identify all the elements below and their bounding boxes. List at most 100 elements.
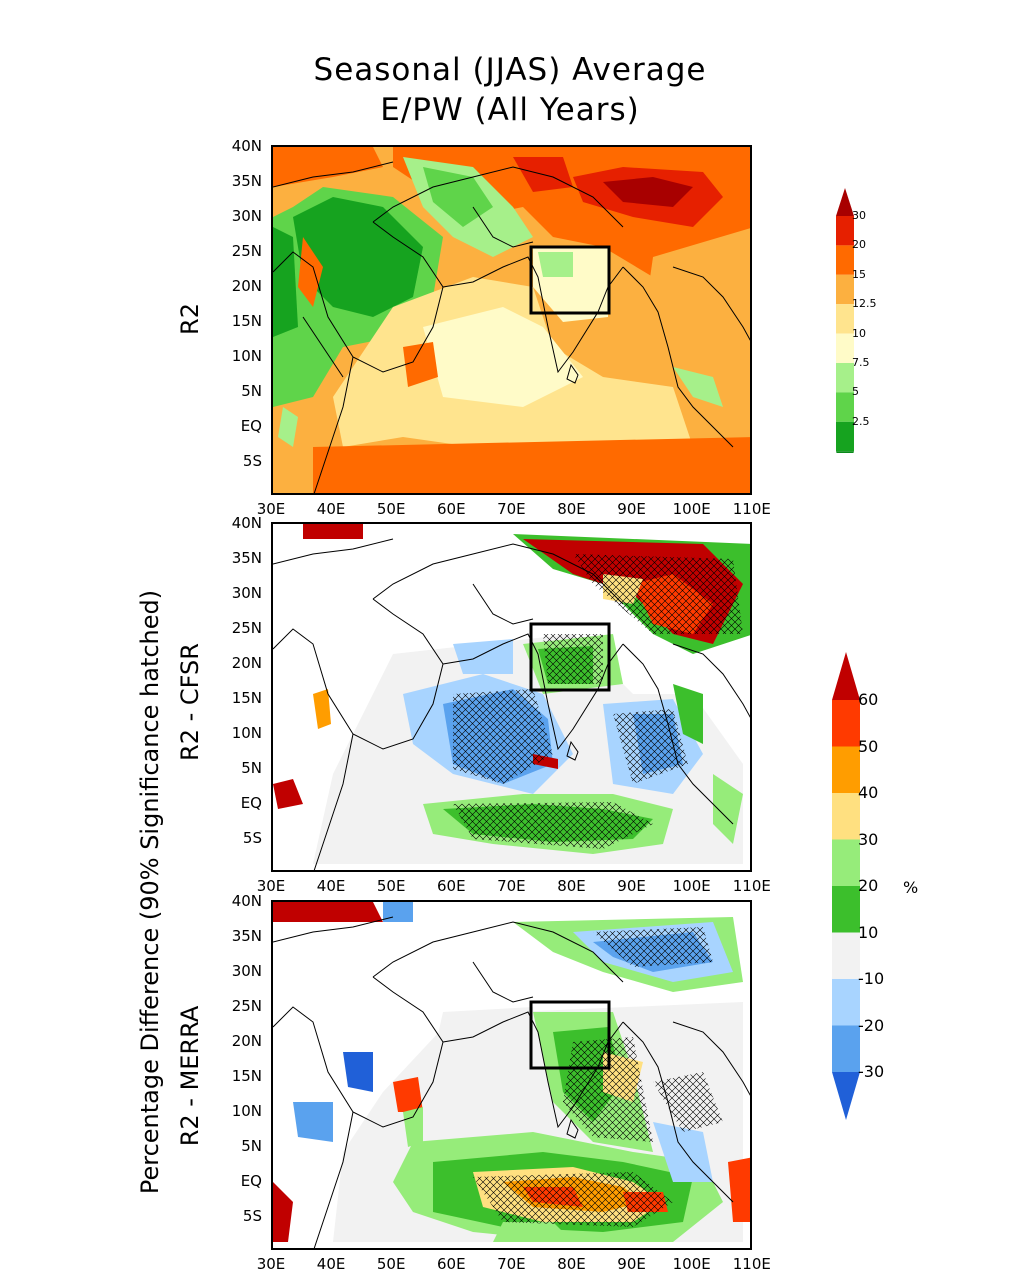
lat-tick-label: 10N	[231, 724, 262, 742]
lat-tick-label: 10N	[231, 1102, 262, 1120]
colorbar-segment	[836, 421, 854, 452]
lat-tick-label: 40N	[231, 137, 262, 155]
lon-tick-label: 40E	[316, 877, 346, 895]
lat-tick-label: 35N	[231, 549, 262, 567]
colorbar-segment	[836, 245, 854, 275]
lon-tick-label: 110E	[732, 877, 771, 895]
lon-tick-label: 80E	[557, 1255, 586, 1273]
lat-tick-label: 10N	[231, 347, 262, 365]
colorbar-level-label: 30	[852, 209, 866, 222]
lon-tick-label: 40E	[316, 500, 346, 518]
panel-label-cfsr: R2 - CFSR	[176, 643, 204, 761]
lon-tick-label: 50E	[376, 877, 406, 895]
colorbar-segment	[832, 839, 860, 886]
colorbar-segment	[836, 216, 854, 246]
lat-tick-label: 30N	[231, 207, 262, 225]
lat-tick-label: 5S	[242, 452, 262, 470]
colorbar-segment	[836, 363, 854, 393]
lon-tick-label: 30E	[256, 877, 286, 895]
lat-tick-label: EQ	[240, 794, 262, 812]
colorbar-level-label: 30	[858, 829, 879, 849]
colorbar-bottom-arrow	[832, 1072, 860, 1120]
colorbar-level-label: 10	[858, 922, 879, 942]
colorbar-level-label: 60	[858, 690, 879, 709]
lat-tick-label: 15N	[231, 1067, 262, 1085]
lon-tick-label: 100E	[672, 500, 711, 518]
chart-title-line1: Seasonal (JJAS) Average	[313, 52, 707, 88]
lon-tick-label: 90E	[617, 500, 646, 518]
lat-tick-label: 5S	[242, 1207, 262, 1225]
lat-tick-label: 15N	[231, 312, 262, 330]
colorbar-level-label: 5	[852, 385, 859, 399]
lon-tick-label: 40E	[316, 1255, 346, 1273]
lat-tick-label: 30N	[231, 962, 262, 980]
lat-tick-label: 40N	[231, 892, 262, 910]
lat-tick-label: 5S	[242, 829, 262, 847]
lat-tick-label: 30N	[231, 584, 262, 602]
lat-tick-label: 25N	[231, 619, 262, 637]
map-panel-cfsr	[271, 522, 752, 872]
colorbar-difference	[832, 652, 860, 1120]
lat-tick-label: 5N	[241, 382, 262, 400]
lon-tick-label: 60E	[437, 1255, 466, 1273]
colorbar-segment	[832, 700, 860, 747]
map-panel-r2	[271, 145, 752, 495]
colorbar-segment	[836, 274, 854, 305]
lat-tick-label: 20N	[231, 1032, 262, 1050]
lon-tick-label: 50E	[376, 500, 406, 518]
lon-tick-label: 100E	[672, 877, 711, 895]
colorbar-level-label: 12.5	[852, 297, 877, 311]
side-label: Percentage Difference (90% Significance …	[136, 589, 164, 1195]
lat-tick-label: 20N	[231, 277, 262, 295]
lon-tick-label: 80E	[557, 500, 586, 518]
colorbar-segment	[836, 333, 854, 363]
colorbar-level-label: 20	[858, 876, 879, 895]
lat-tick-label: EQ	[240, 417, 262, 435]
colorbar-segment	[832, 746, 860, 793]
lat-tick-label: EQ	[240, 1172, 262, 1190]
lat-tick-label: 35N	[231, 172, 262, 190]
map-panel-merra	[271, 900, 752, 1250]
colorbar-segment	[836, 304, 854, 334]
lon-tick-label: 100E	[672, 1255, 711, 1273]
lon-tick-label: 80E	[557, 877, 586, 895]
lon-tick-label: 30E	[256, 500, 286, 518]
colorbar-segment	[832, 1025, 860, 1072]
lat-tick-label: 20N	[231, 654, 262, 672]
lon-tick-label: 70E	[497, 500, 526, 518]
colorbar-segment	[832, 979, 860, 1026]
colorbar-bottom-arrow	[836, 451, 854, 453]
lon-tick-label: 60E	[437, 877, 466, 895]
lat-tick-label: 5N	[241, 759, 262, 777]
colorbar-segment	[832, 886, 860, 933]
focus-box	[529, 245, 611, 315]
lon-tick-label: 70E	[497, 877, 526, 895]
lat-tick-label: 25N	[231, 997, 262, 1015]
lat-tick-label: 40N	[231, 514, 262, 532]
colorbar-top-arrow	[832, 652, 860, 700]
lon-tick-label: 50E	[376, 1255, 406, 1273]
chart-title-line2: E/PW (All Years)	[380, 92, 640, 128]
colorbar-level-label: 40	[858, 783, 879, 802]
lon-tick-label: 90E	[617, 1255, 646, 1273]
colorbar-level-label: 7.5	[852, 356, 870, 369]
colorbar-top-arrow	[836, 188, 854, 216]
lon-tick-label: 90E	[617, 877, 646, 895]
colorbar-level-label: -20	[858, 1015, 885, 1035]
focus-box	[529, 1000, 611, 1070]
colorbar-segment	[832, 793, 860, 840]
lon-tick-label: 70E	[497, 1255, 526, 1273]
panel-label-r2: R2	[176, 303, 204, 335]
colorbar-level-label: 10	[852, 326, 866, 340]
lat-tick-label: 5N	[241, 1137, 262, 1155]
lon-tick-label: 110E	[732, 500, 771, 518]
lon-tick-label: 60E	[437, 500, 466, 518]
colorbar-level-label: 15	[852, 267, 866, 281]
lat-tick-label: 15N	[231, 689, 262, 707]
colorbar-level-label: -30	[858, 1062, 885, 1081]
colorbar-r2	[836, 188, 854, 453]
colorbar-unit: %	[903, 878, 919, 897]
colorbar-segment	[836, 392, 854, 422]
colorbar-level-label: -10	[858, 969, 885, 988]
colorbar-level-label: 50	[858, 736, 879, 756]
